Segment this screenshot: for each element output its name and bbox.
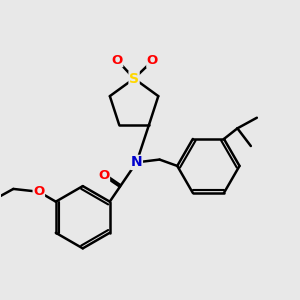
Text: O: O [33, 185, 44, 198]
Text: N: N [131, 155, 142, 170]
Text: O: O [147, 54, 158, 67]
Text: O: O [112, 54, 123, 67]
Text: O: O [98, 169, 110, 182]
Text: S: S [129, 71, 139, 85]
